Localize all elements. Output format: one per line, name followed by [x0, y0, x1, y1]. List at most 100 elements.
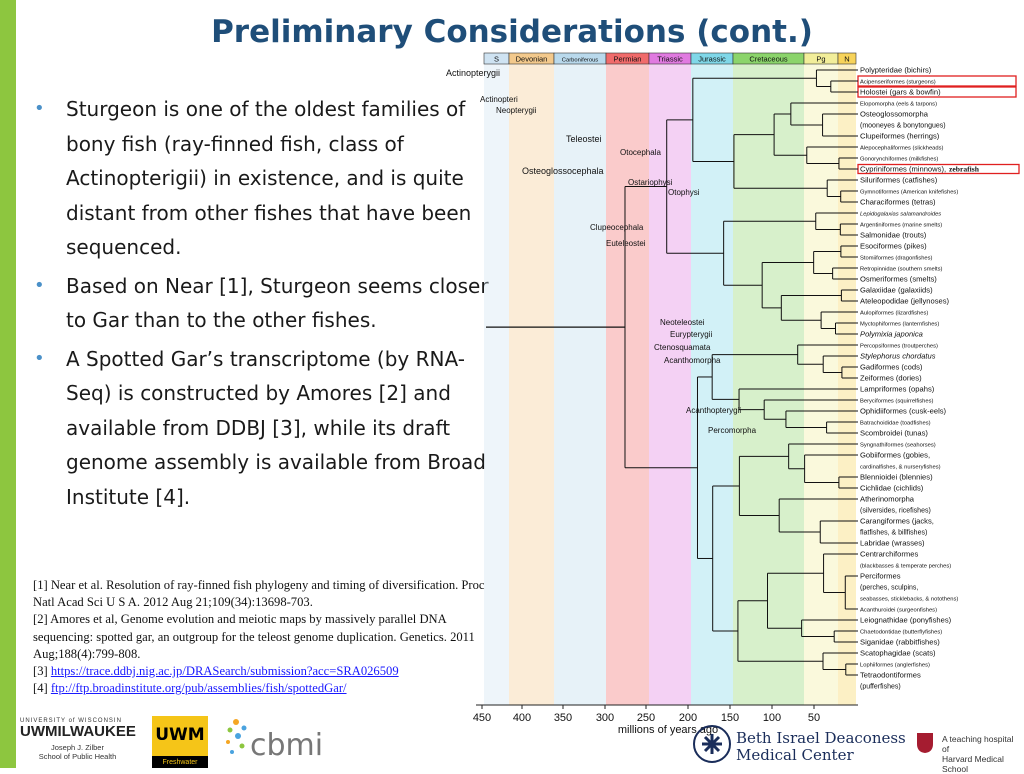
- freshwater-logo-top: UWM: [152, 716, 208, 756]
- clade-label: Argentiniformes (marine smelts): [860, 223, 942, 229]
- clade-label: (mooneyes & bonytongues): [860, 123, 946, 130]
- node-label: Osteoglossocephala: [522, 166, 604, 176]
- node-label: Acanthopterygii: [686, 406, 741, 415]
- uwm-logo-line1: UNIVERSITY of WISCONSIN: [20, 718, 122, 724]
- zebrafish-label: zebrafish: [949, 165, 980, 174]
- bullet-text: Sturgeon is one of the oldest families o…: [66, 97, 472, 259]
- uwm-zilber-logo: UNIVERSITY of WISCONSIN UWMILWAUKEE Jose…: [20, 718, 136, 768]
- clade-label: Characiformes (tetras): [860, 198, 936, 207]
- axis-tick-label: 350: [554, 712, 572, 724]
- clade-label: Cichlidae (cichlids): [860, 484, 924, 493]
- period-label: Pg: [816, 55, 825, 64]
- clade-label: (blackbasses & temperate perches): [860, 564, 951, 570]
- period-label: Permian: [614, 55, 642, 64]
- period-label: Triassic: [657, 55, 683, 64]
- clade-label: Centrarchiformes: [860, 550, 918, 559]
- bullet-icon: •: [34, 98, 45, 119]
- bullet-icon: •: [34, 274, 45, 296]
- clade-label: cardinalfishes, & nurseryfishes): [860, 465, 941, 471]
- clade-label: Polypteridae (bichirs): [860, 66, 932, 75]
- clade-label: flatfishes, & billfishes): [860, 530, 927, 537]
- clade-label: Percopsiformes (troutperches): [860, 344, 938, 350]
- uwm-freshwater-logo: UWM Freshwater: [152, 716, 208, 768]
- period-band: [733, 64, 804, 705]
- clade-label: Beryciformes (squirrelfishes): [860, 399, 934, 405]
- reference-3: [3] https://trace.ddbj.nig.ac.jp/DRASear…: [33, 663, 488, 680]
- period-band: [554, 64, 606, 705]
- axis-tick-label: 50: [808, 712, 820, 724]
- node-label: Clupeocephala: [590, 223, 644, 232]
- clade-label: Siluriformes (catfishes): [860, 176, 938, 185]
- period-label: S: [494, 55, 499, 64]
- clade-label: Acanthuroidei (surgeonfishes): [860, 608, 937, 614]
- period-band: [649, 64, 691, 705]
- period-header: [837, 52, 857, 65]
- broad-ftp-link[interactable]: ftp://ftp.broadinstitute.org/pub/assembl…: [50, 681, 347, 696]
- clade-label: Gobiiformes (gobies,: [860, 451, 930, 460]
- node-label: Otocephala: [620, 148, 661, 157]
- clade-label: Lophiiformes (anglerfishes): [860, 663, 930, 669]
- reference-4-prefix: [4]: [33, 681, 51, 696]
- node-label: Neoteleostei: [660, 318, 705, 327]
- bullet-text: A Spotted Gar’s transcriptome (by RNA-Se…: [66, 346, 486, 509]
- clade-label: Elopomorpha (eels & tarpons): [860, 102, 937, 108]
- clade-label: Ophidiiformes (cusk-eels): [860, 407, 947, 416]
- clade-label: Carangiformes (jacks,: [860, 517, 934, 526]
- bullet-icon: •: [34, 347, 45, 369]
- axis-tick-label: 200: [679, 712, 697, 724]
- harvard-line2: Harvard Medical School: [942, 754, 1004, 774]
- period-label: Cretaceous: [749, 55, 788, 64]
- clade-label: Chaetodontidae (butterflyfishes): [860, 630, 942, 636]
- node-label: Acanthomorpha: [664, 356, 721, 365]
- cbmi-logo: cbmi: [222, 716, 332, 766]
- cbmi-dots-icon: [226, 719, 247, 754]
- period-band: [804, 64, 838, 705]
- clade-label: Galaxiidae (galaxiids): [860, 286, 933, 295]
- bullet-item: • A Spotted Gar’s transcriptome (by RNA-S…: [32, 342, 492, 515]
- node-label: Neopterygii: [496, 106, 537, 115]
- clade-label: Perciformes: [860, 572, 901, 581]
- harvard-line1: A teaching hospital of: [942, 734, 1014, 754]
- period-label: Devonian: [516, 55, 548, 64]
- axis-title: millions of years ago: [618, 724, 718, 736]
- clade-label: (silversides, ricefishes): [860, 508, 931, 515]
- reference-list: [1] Near et al. Resolution of ray-finned…: [33, 577, 488, 697]
- node-label: Actinopteri: [480, 95, 518, 104]
- clade-label: Stomiiformes (dragonfishes): [860, 256, 933, 262]
- period-band: [484, 64, 509, 705]
- clade-label: Scatophagidae (scats): [860, 649, 936, 658]
- clade-label: Myctophiformes (lanternfishes): [860, 322, 939, 328]
- reference-4: [4] ftp://ftp.broadinstitute.org/pub/ass…: [33, 680, 488, 697]
- uwm-logo-line4: School of Public Health: [38, 752, 117, 761]
- ddbj-link[interactable]: https://trace.ddbj.nig.ac.jp/DRASearch/s…: [50, 664, 399, 679]
- reference-1: [1] Near et al. Resolution of ray-finned…: [33, 578, 485, 610]
- clade-label: (perches, sculpins,: [860, 585, 918, 592]
- node-label: Eurypterygii: [670, 330, 712, 339]
- freshwater-logo-bottom: Freshwater: [162, 759, 198, 766]
- harvard-shield-icon: [917, 733, 933, 753]
- axis-tick-label: 450: [473, 712, 491, 724]
- node-label: Ctenosquamata: [654, 343, 711, 352]
- period-label: Jurassic: [698, 55, 726, 64]
- clade-label: Holostei (gars & bowfin): [860, 88, 941, 97]
- axis-tick-label: 100: [763, 712, 781, 724]
- uwm-logo-line3: Joseph J. Zilber: [51, 743, 104, 752]
- clade-label: (pufferfishes): [860, 684, 901, 691]
- node-label: Teleostei: [566, 134, 602, 144]
- clade-label: Gadiformes (cods): [860, 363, 923, 372]
- node-label: Otophysi: [668, 188, 700, 197]
- clade-label: Salmonidae (trouts): [860, 231, 927, 240]
- period-band: [509, 64, 554, 705]
- axis-tick-label: 150: [721, 712, 739, 724]
- uwm-logo-line2: UWMILWAUKEE: [20, 723, 136, 740]
- clade-label: Gymnotiformes (American knifefishes): [860, 190, 958, 196]
- clade-label: Alepocephaliformes (slickheads): [860, 146, 944, 152]
- reference-3-prefix: [3]: [33, 664, 51, 679]
- clade-label: Stylephorus chordatus: [860, 352, 936, 361]
- cbmi-logo-text: cbmi: [250, 728, 324, 763]
- clade-label: Batrachoididae (toadfishes): [860, 421, 931, 427]
- bidmc-logo: Beth Israel Deaconess Medical Center A te…: [692, 724, 1022, 774]
- node-label: Actinopterygii: [446, 68, 500, 78]
- clade-label: Leiognathidae (ponyfishes): [860, 616, 952, 625]
- clade-label: Osmeriformes (smelts): [860, 275, 937, 284]
